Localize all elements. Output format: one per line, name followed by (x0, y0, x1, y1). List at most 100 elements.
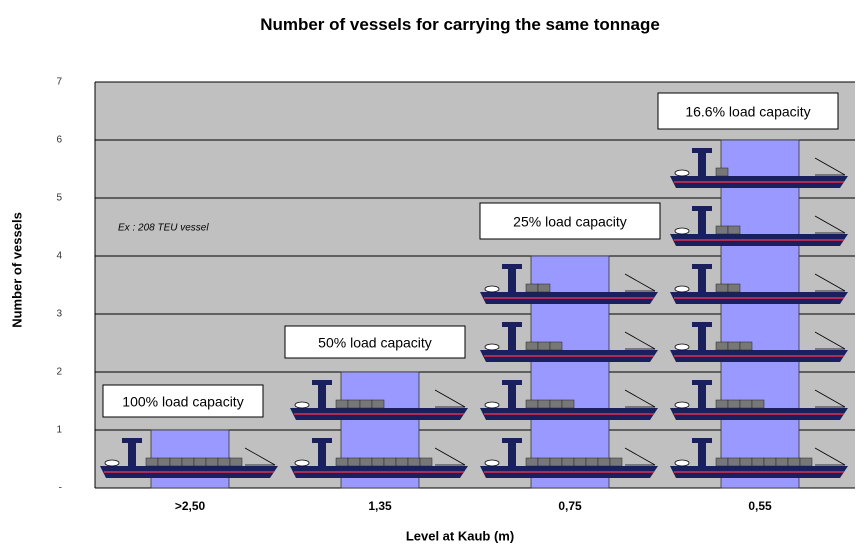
container (525, 283, 539, 293)
bridge (692, 206, 712, 211)
container (715, 225, 729, 235)
crane-arm (814, 389, 846, 408)
container (537, 341, 551, 351)
crane-arm (434, 447, 466, 466)
crane-arm (624, 331, 656, 350)
container (727, 225, 741, 235)
container (739, 341, 753, 351)
x-tick-label: 0,55 (748, 499, 772, 513)
container (549, 457, 563, 467)
y-tick-label: 7 (56, 77, 62, 88)
container (751, 399, 765, 409)
ship-icon (480, 264, 658, 304)
cabin (128, 442, 136, 466)
container (335, 457, 349, 467)
cabin (698, 326, 706, 350)
y-tick-label: 1 (56, 425, 62, 436)
car (104, 459, 120, 467)
container (585, 457, 599, 467)
ship-icon (670, 322, 848, 362)
container (371, 399, 385, 409)
x-tick-label: 1,35 (368, 499, 392, 513)
annotation-box (479, 202, 661, 240)
container (573, 457, 587, 467)
car (294, 459, 310, 467)
cabin (698, 210, 706, 234)
ship-icon (480, 438, 658, 478)
car (484, 343, 500, 351)
annotation: 16.6% load capacity (685, 104, 810, 120)
bridge (502, 322, 522, 327)
crane-arm (624, 389, 656, 408)
container (739, 399, 753, 409)
car (674, 169, 690, 177)
car (674, 401, 690, 409)
bridge (692, 148, 712, 153)
container (775, 457, 789, 467)
annotation-box (657, 92, 839, 130)
cabin (318, 384, 326, 408)
container (419, 457, 433, 467)
container (561, 457, 575, 467)
cabin (698, 152, 706, 176)
ship-icon (670, 264, 848, 304)
bar (720, 139, 800, 489)
container (609, 457, 623, 467)
container (727, 341, 741, 351)
bridge (692, 264, 712, 269)
bridge (692, 438, 712, 443)
container (727, 457, 741, 467)
cabin (508, 384, 516, 408)
crane-arm (814, 215, 846, 234)
bridge (692, 322, 712, 327)
car (674, 285, 690, 293)
x-tick-label: >2,50 (175, 499, 206, 513)
annotation-box (284, 325, 466, 359)
container (217, 457, 231, 467)
container (597, 457, 611, 467)
cabin (508, 326, 516, 350)
annotation: 50% load capacity (318, 335, 432, 351)
container (739, 457, 753, 467)
container (549, 341, 563, 351)
container (763, 457, 777, 467)
cabin (318, 442, 326, 466)
container (549, 399, 563, 409)
container (715, 457, 729, 467)
container (335, 399, 349, 409)
container (715, 167, 729, 177)
bridge (502, 438, 522, 443)
container (561, 399, 575, 409)
ship-icon (100, 438, 278, 478)
crane-arm (624, 447, 656, 466)
crane-arm (814, 273, 846, 292)
y-tick-label: - (59, 483, 62, 494)
container (799, 457, 813, 467)
container (359, 457, 373, 467)
cabin (698, 442, 706, 466)
bridge (312, 380, 332, 385)
container (525, 341, 539, 351)
container (787, 457, 801, 467)
cabin (508, 268, 516, 292)
container (383, 457, 397, 467)
bridge (312, 438, 332, 443)
container (229, 457, 243, 467)
container (715, 283, 729, 293)
ship-icon (290, 380, 468, 420)
crane-arm (434, 389, 466, 408)
container (157, 457, 171, 467)
container (169, 457, 183, 467)
ship-icon (670, 206, 848, 246)
annotation-box (102, 384, 264, 418)
car (484, 285, 500, 293)
y-tick-label: 4 (56, 251, 62, 262)
container (347, 399, 361, 409)
bridge (692, 380, 712, 385)
container (525, 399, 539, 409)
crane-arm (814, 447, 846, 466)
chart-title: Number of vessels for carrying the same … (260, 15, 660, 34)
car (484, 401, 500, 409)
